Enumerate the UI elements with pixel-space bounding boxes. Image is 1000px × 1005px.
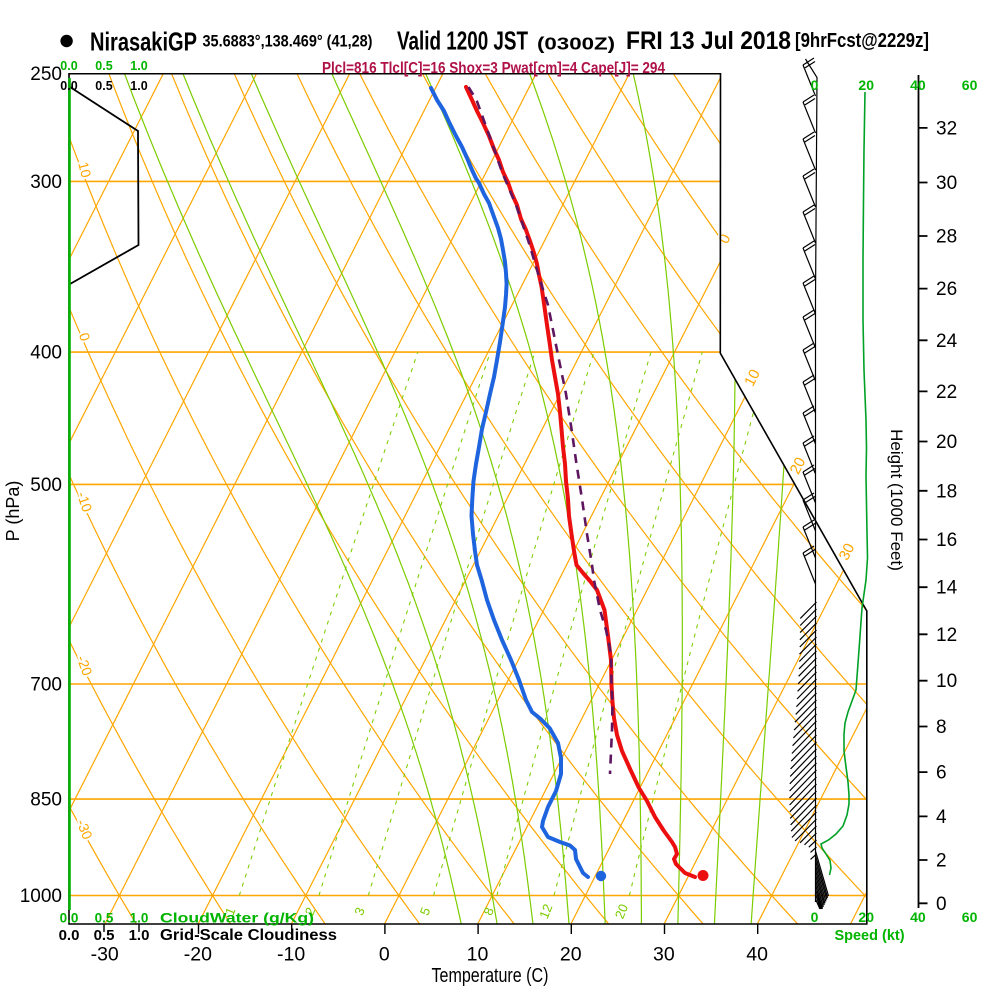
svg-text:24: 24 [936, 331, 958, 352]
svg-text:0.0: 0.0 [60, 79, 77, 93]
svg-text:0.5: 0.5 [95, 79, 112, 93]
svg-text:35.6883°,138.469° (41,28): 35.6883°,138.469° (41,28) [203, 32, 373, 51]
svg-text:12: 12 [536, 902, 555, 921]
svg-text:0.0: 0.0 [60, 59, 77, 73]
svg-text:40: 40 [910, 909, 926, 925]
svg-text:Speed (kt): Speed (kt) [834, 928, 904, 944]
svg-text:1.0: 1.0 [130, 911, 149, 926]
svg-text:1.0: 1.0 [130, 79, 147, 93]
svg-text:0: 0 [936, 894, 947, 915]
svg-text:1.0: 1.0 [129, 927, 150, 944]
svg-text:60: 60 [962, 909, 978, 925]
svg-text:8: 8 [936, 717, 947, 738]
svg-text:30: 30 [653, 944, 675, 966]
svg-text:FRI 13 Jul 2018: FRI 13 Jul 2018 [626, 27, 791, 55]
svg-text:700: 700 [30, 674, 62, 695]
svg-text:500: 500 [30, 475, 62, 496]
svg-text:(0300Z): (0300Z) [537, 34, 615, 54]
svg-text:0.5: 0.5 [95, 911, 114, 926]
svg-text:0: 0 [811, 77, 819, 93]
svg-text:0: 0 [811, 909, 819, 925]
svg-text:-20: -20 [184, 944, 212, 966]
svg-text:300: 300 [30, 172, 62, 193]
svg-text:12: 12 [936, 625, 957, 646]
svg-text:26: 26 [936, 279, 957, 300]
svg-text:0.5: 0.5 [95, 59, 112, 73]
svg-text:Plcl=816 Tlcl[C]=16 Shox=3 Pwa: Plcl=816 Tlcl[C]=16 Shox=3 Pwat[cm]=4 Ca… [322, 60, 665, 77]
svg-text:28: 28 [936, 227, 957, 248]
svg-text:18: 18 [936, 481, 957, 502]
svg-text:NirasakiGP: NirasakiGP [90, 27, 197, 57]
svg-text:20: 20 [612, 902, 631, 921]
svg-text:1000: 1000 [20, 886, 62, 907]
svg-text:20: 20 [858, 77, 874, 93]
svg-text:22: 22 [936, 382, 957, 403]
svg-text:20: 20 [560, 944, 582, 966]
svg-text:1.0: 1.0 [130, 59, 147, 73]
svg-text:-30: -30 [91, 944, 119, 966]
svg-text:0.0: 0.0 [59, 927, 80, 944]
svg-text:0.5: 0.5 [94, 927, 115, 944]
svg-text:0: 0 [379, 944, 390, 966]
svg-text:30: 30 [936, 173, 957, 194]
svg-text:40: 40 [746, 944, 768, 966]
svg-text:6: 6 [936, 763, 947, 784]
svg-text:400: 400 [30, 343, 62, 364]
svg-text:40: 40 [910, 77, 926, 93]
svg-text:0.0: 0.0 [60, 911, 79, 926]
svg-text:10: 10 [467, 944, 489, 966]
svg-text:16: 16 [936, 530, 957, 551]
svg-text:32: 32 [936, 118, 957, 139]
svg-text:60: 60 [962, 77, 978, 93]
svg-text:P (hPa): P (hPa) [3, 481, 23, 542]
svg-text:Temperature (C): Temperature (C) [432, 965, 549, 987]
svg-text:Valid 1200 JST: Valid 1200 JST [397, 26, 528, 56]
svg-text:-10: -10 [277, 944, 305, 966]
svg-text:2: 2 [936, 851, 947, 872]
svg-text:10: 10 [936, 671, 957, 692]
svg-text:20: 20 [936, 432, 957, 453]
svg-text:CloudWater (g/Kg): CloudWater (g/Kg) [160, 910, 314, 926]
svg-text:[9hrFcst@2229z]: [9hrFcst@2229z] [795, 30, 929, 52]
svg-text:4: 4 [936, 807, 947, 828]
svg-text:20: 20 [858, 909, 874, 925]
svg-text:250: 250 [30, 64, 62, 85]
svg-text:Height (1000 Feet): Height (1000 Feet) [887, 429, 906, 571]
svg-text:10: 10 [75, 160, 94, 179]
svg-text:Grid-Scale Cloudiness: Grid-Scale Cloudiness [160, 927, 337, 944]
svg-text:850: 850 [30, 790, 62, 811]
svg-text:14: 14 [936, 578, 958, 599]
